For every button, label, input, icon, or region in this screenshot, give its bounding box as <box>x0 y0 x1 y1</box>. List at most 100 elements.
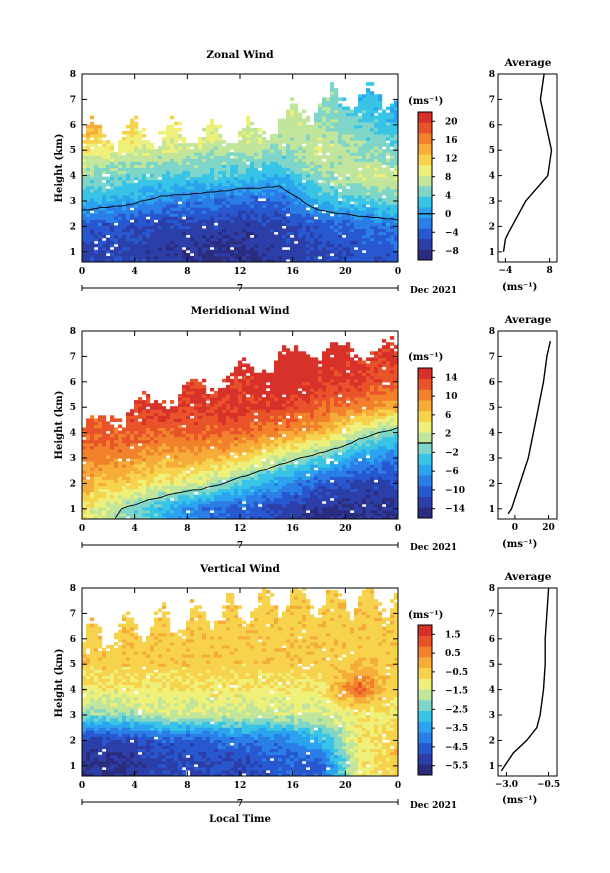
heatmap-cell <box>150 451 155 456</box>
heatmap-cell <box>234 231 239 236</box>
colorbar-swatch <box>418 196 432 208</box>
heatmap-cell <box>386 191 391 196</box>
heatmap-cell <box>130 506 135 511</box>
heatmap-cell <box>94 134 99 138</box>
heatmap-cell <box>218 476 223 480</box>
heatmap-cell <box>170 143 175 147</box>
heatmap-cell <box>194 412 199 416</box>
heatmap-cell <box>366 146 371 150</box>
heatmap-cell <box>222 213 227 217</box>
heatmap-cell <box>166 161 171 165</box>
heatmap-cell <box>86 225 91 229</box>
heatmap-cell <box>214 246 219 251</box>
heatmap-cell <box>150 512 155 517</box>
heatmap-cell <box>102 207 107 211</box>
heatmap-cell <box>330 82 335 86</box>
heatmap-cell <box>106 436 111 441</box>
heatmap-cell <box>190 249 195 254</box>
heatmap-cell <box>354 222 359 226</box>
heatmap-cell <box>82 488 87 493</box>
heatmap-cell <box>82 176 87 181</box>
heatmap-cell <box>210 430 215 435</box>
heatmap-cell <box>150 191 155 196</box>
heatmap-cell <box>390 198 395 202</box>
heatmap-cell <box>254 188 259 193</box>
heatmap-cell <box>130 430 135 435</box>
heatmap-cell <box>130 415 135 419</box>
heatmap-cell <box>314 176 319 181</box>
heatmap-cell <box>122 494 127 499</box>
heatmap-cell <box>330 234 335 239</box>
heatmap-cell <box>222 146 227 150</box>
heatmap-cell <box>298 252 303 257</box>
heatmap-cell <box>282 149 287 153</box>
heatmap-cell <box>90 430 95 435</box>
heatmap-cell <box>182 243 187 248</box>
heatmap-cell <box>158 424 163 429</box>
heatmap-cell <box>90 467 95 471</box>
heatmap-cell <box>166 201 171 205</box>
average-title: Average <box>504 314 552 326</box>
heatmap-cell <box>134 198 139 202</box>
heatmap-cell <box>174 246 179 251</box>
heatmap-cell <box>174 134 179 138</box>
heatmap-cell <box>222 170 227 175</box>
heatmap-cell <box>142 470 147 474</box>
heatmap-cell <box>378 167 383 172</box>
heatmap-cell <box>142 149 147 153</box>
heatmap-cell <box>182 179 187 184</box>
heatmap-cell <box>98 164 103 168</box>
average-unit: (ms⁻¹) <box>502 795 537 806</box>
heatmap-cell <box>106 149 111 153</box>
heatmap-cell <box>370 213 375 217</box>
heatmap-cell <box>342 161 347 165</box>
heatmap-cell <box>246 164 251 168</box>
heatmap-cell <box>386 179 391 184</box>
heatmap-cell <box>134 409 139 413</box>
heatmap-cell <box>334 179 339 184</box>
date-label: Dec 2021 <box>410 286 457 296</box>
heatmap-cell <box>158 442 163 447</box>
heatmap-cell <box>346 155 351 159</box>
heatmap-cell <box>110 503 115 508</box>
heatmap-cell <box>86 485 91 490</box>
heatmap-cell <box>370 259 375 262</box>
heatmap-cell <box>170 134 175 138</box>
heatmap-cell <box>254 185 259 190</box>
heatmap-cell <box>186 259 191 262</box>
heatmap-cell <box>242 149 247 153</box>
heatmap-cell <box>246 173 251 178</box>
heatmap-cell <box>258 191 263 196</box>
heatmap-cell <box>174 503 179 508</box>
heatmap-cell <box>214 500 219 505</box>
heatmap-cell <box>186 412 191 416</box>
heatmap-cell <box>146 207 151 211</box>
heatmap-cell <box>278 179 283 184</box>
heatmap-cell <box>270 176 275 181</box>
heatmap-cell <box>122 231 127 236</box>
heatmap-cell <box>322 204 327 208</box>
heatmap-cell <box>326 219 331 223</box>
heatmap-cell <box>330 176 335 181</box>
heatmap-cell <box>94 497 99 502</box>
heatmap-cell <box>182 436 187 441</box>
heatmap-cell <box>190 394 195 398</box>
heatmap-cell <box>322 259 327 262</box>
heatmap-cell <box>194 455 199 459</box>
heatmap-cell <box>186 500 191 505</box>
heatmap-cell <box>330 134 335 138</box>
heatmap-cell <box>302 228 307 233</box>
heatmap-cell <box>234 213 239 217</box>
heatmap-cell <box>182 228 187 233</box>
heatmap-cell <box>122 249 127 254</box>
heatmap-cell <box>290 185 295 190</box>
heatmap-cell <box>214 485 219 490</box>
heatmap-cell <box>102 424 107 429</box>
heatmap-cell <box>202 424 207 429</box>
heatmap-cell <box>206 418 211 422</box>
heatmap-cell <box>174 204 179 208</box>
heatmap-cell <box>138 409 143 413</box>
heatmap-cell <box>82 485 87 490</box>
heatmap-cell <box>94 185 99 190</box>
heatmap-cell <box>210 464 215 468</box>
